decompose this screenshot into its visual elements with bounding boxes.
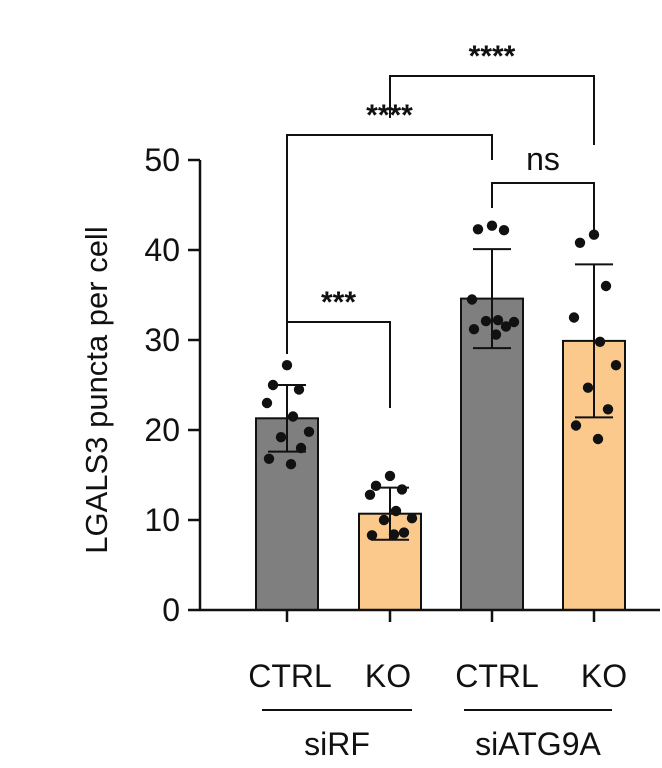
data-point-0-9 (285, 459, 297, 470)
significance-bracket-2 (286, 134, 493, 354)
data-point-0-6 (275, 432, 287, 443)
group-label-1: siATG9A (475, 726, 601, 762)
data-point-1-2 (396, 484, 408, 495)
y-tick-label-4: 40 (144, 232, 180, 268)
data-point-0-5 (303, 426, 315, 437)
data-point-2-2 (498, 225, 510, 236)
data-point-3-7 (602, 404, 614, 415)
data-point-1-1 (370, 480, 382, 491)
data-point-3-5 (610, 360, 622, 371)
y-tick-label-0: 0 (162, 592, 180, 628)
group-label-0: siRF (304, 726, 370, 762)
significance-bracket-3 (389, 75, 595, 145)
data-point-2-0 (486, 220, 498, 231)
significance-label-3: **** (469, 40, 516, 73)
data-point-0-0 (281, 360, 293, 371)
data-point-2-5 (508, 316, 520, 328)
data-point-1-9 (388, 529, 400, 540)
data-point-2-4 (492, 315, 504, 326)
significance-bracket-0 (286, 321, 391, 408)
data-point-1-8 (366, 530, 378, 541)
data-point-2-8 (468, 324, 480, 335)
category-label-3: KO (581, 658, 627, 694)
significance-label-1: ns (526, 141, 560, 177)
data-point-2-3 (466, 294, 478, 305)
y-tick-label-1: 10 (144, 502, 180, 538)
data-point-3-6 (582, 382, 594, 393)
data-point-0-3 (261, 397, 273, 409)
category-label-0: CTRL (248, 658, 332, 694)
data-point-3-3 (568, 312, 580, 323)
category-label-2: CTRL (455, 658, 539, 694)
data-point-2-9 (490, 329, 502, 340)
data-point-3-1 (574, 237, 586, 248)
significance-bracket-1 (491, 182, 595, 230)
y-tick-label-2: 20 (144, 412, 180, 448)
y-tick-label-3: 30 (144, 322, 180, 358)
data-point-0-4 (287, 411, 299, 422)
data-point-1-4 (390, 505, 402, 517)
y-axis-label: LGALS3 puncta per cell (79, 226, 114, 553)
data-point-0-8 (263, 453, 275, 464)
data-point-3-8 (570, 420, 582, 431)
data-point-1-7 (398, 527, 410, 538)
data-point-2-1 (472, 224, 484, 235)
data-point-1-5 (406, 513, 418, 524)
data-point-2-7 (500, 321, 512, 332)
data-point-3-4 (594, 336, 606, 347)
data-point-0-1 (267, 379, 279, 391)
data-point-2-6 (480, 315, 492, 327)
significance-label-0: *** (321, 286, 356, 319)
category-label-1: KO (365, 658, 411, 694)
data-point-0-7 (295, 442, 307, 454)
data-point-1-3 (364, 489, 376, 500)
data-point-1-0 (384, 470, 396, 482)
data-point-1-6 (378, 514, 390, 526)
y-tick-label-5: 50 (144, 142, 180, 178)
data-point-3-0 (588, 229, 600, 240)
bar-3 (562, 339, 626, 611)
data-point-0-2 (293, 384, 305, 395)
data-point-3-2 (600, 280, 612, 292)
data-point-3-9 (592, 433, 604, 445)
